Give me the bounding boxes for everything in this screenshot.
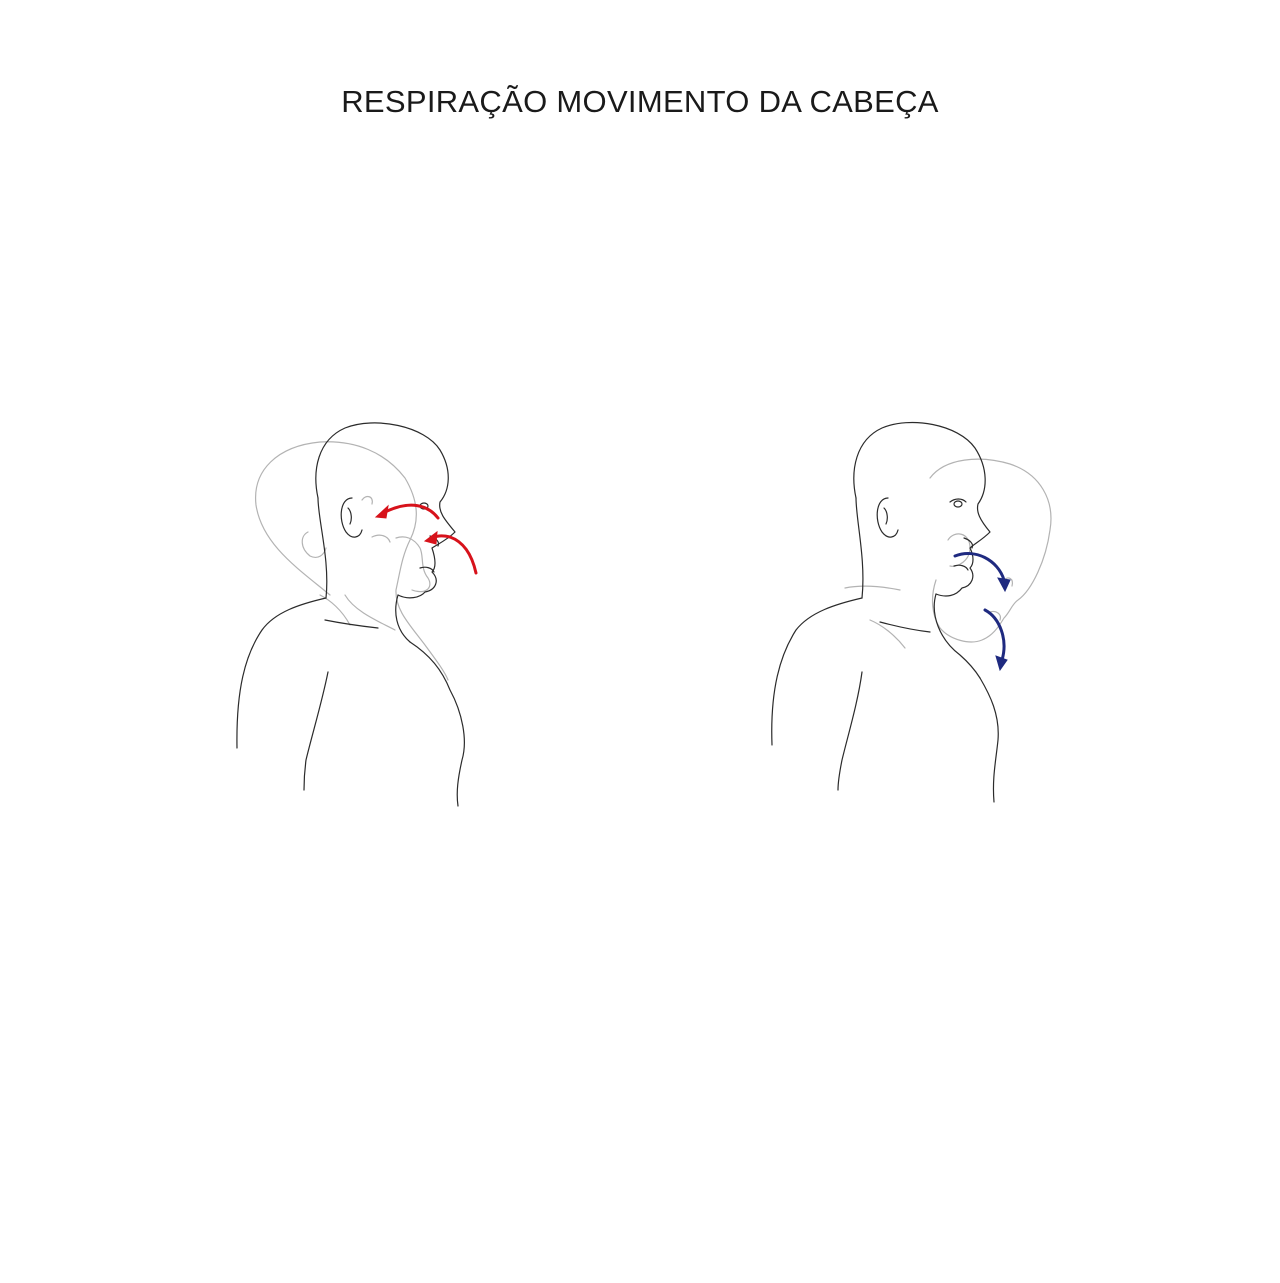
inhale-solid-body [236, 422, 465, 807]
exhale-arrow-upper [953, 552, 1006, 582]
inhale-arrows [374, 503, 478, 575]
inhale-arrowhead-lower [423, 530, 438, 545]
exhale-arrowhead-lower [995, 655, 1008, 672]
exhale-arrowhead-upper [997, 577, 1011, 593]
exhale-ghost-head [844, 458, 1052, 649]
inhale-figure [236, 422, 478, 807]
exhale-figure [771, 421, 1052, 803]
inhale-arrow-upper [383, 503, 440, 520]
inhale-arrowhead-upper [374, 504, 389, 519]
inhale-arrow-lower [430, 534, 478, 575]
inhale-ghost-head [255, 441, 449, 681]
exhale-arrow-lower [983, 608, 1006, 662]
exhale-arrows [953, 552, 1011, 672]
page-title: RESPIRAÇÃO MOVIMENTO DA CABEÇA [341, 84, 939, 119]
exhale-solid-body [771, 421, 999, 803]
